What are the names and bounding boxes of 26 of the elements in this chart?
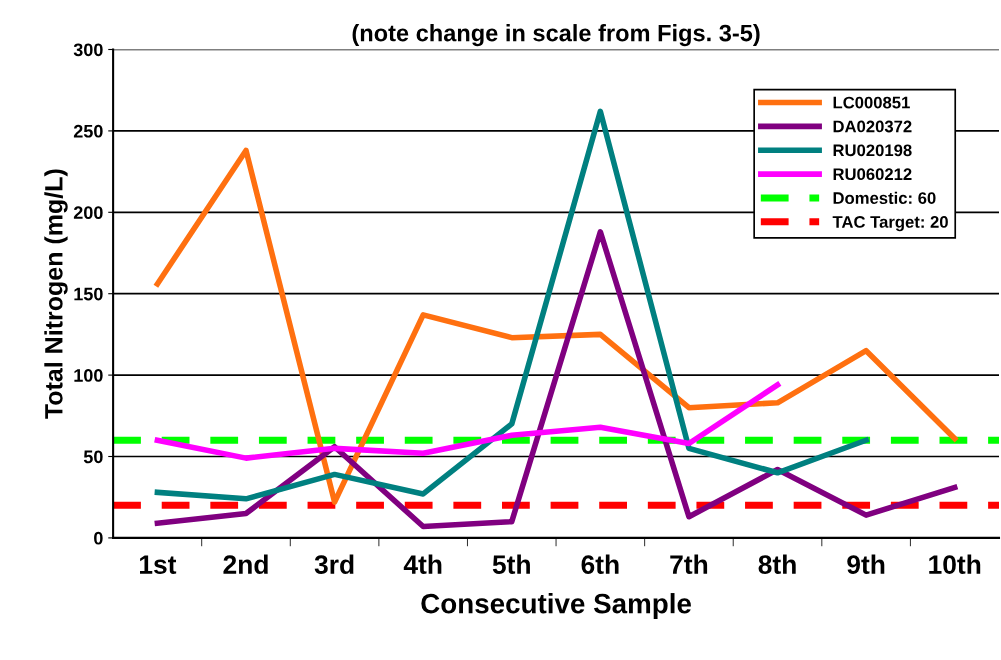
legend-label: RU060212	[833, 168, 912, 181]
legend-label: RU020198	[833, 144, 912, 157]
y-tick-label: 100	[74, 369, 103, 382]
y-tick-label: 50	[83, 450, 103, 464]
chart-title: (note change in scale from Figs. 3-5)	[352, 24, 760, 47]
y-tick-label: 250	[73, 124, 103, 138]
y-tick-label: 300	[73, 43, 103, 57]
x-tick-label: 5th	[492, 554, 530, 574]
legend-label: LC000851	[833, 96, 910, 109]
y-tick-label: 200	[73, 206, 103, 220]
legend-label: TAC Target: 20	[832, 216, 948, 232]
x-tick-label: 2nd	[223, 554, 268, 574]
legend-label: DA020372	[833, 120, 912, 133]
y-tick-label: 150	[74, 287, 103, 301]
x-tick-label: 1st	[140, 555, 177, 574]
y-axis-title: Total Nitrogen (mg/L)	[44, 169, 68, 419]
x-tick-label: 8th	[758, 554, 796, 574]
x-tick-label: 6th	[581, 554, 619, 574]
x-tick-label: 4th	[403, 554, 442, 574]
x-tick-label: 7th	[670, 554, 708, 574]
x-tick-label: 9th	[847, 554, 885, 574]
x-axis-title: Consecutive Sample	[421, 593, 691, 619]
x-tick-label: 3rd	[314, 554, 354, 574]
y-tick-label: 0	[94, 531, 103, 545]
x-tick-label: 10th	[929, 554, 981, 574]
legend-label: Domestic: 60	[833, 191, 936, 204]
